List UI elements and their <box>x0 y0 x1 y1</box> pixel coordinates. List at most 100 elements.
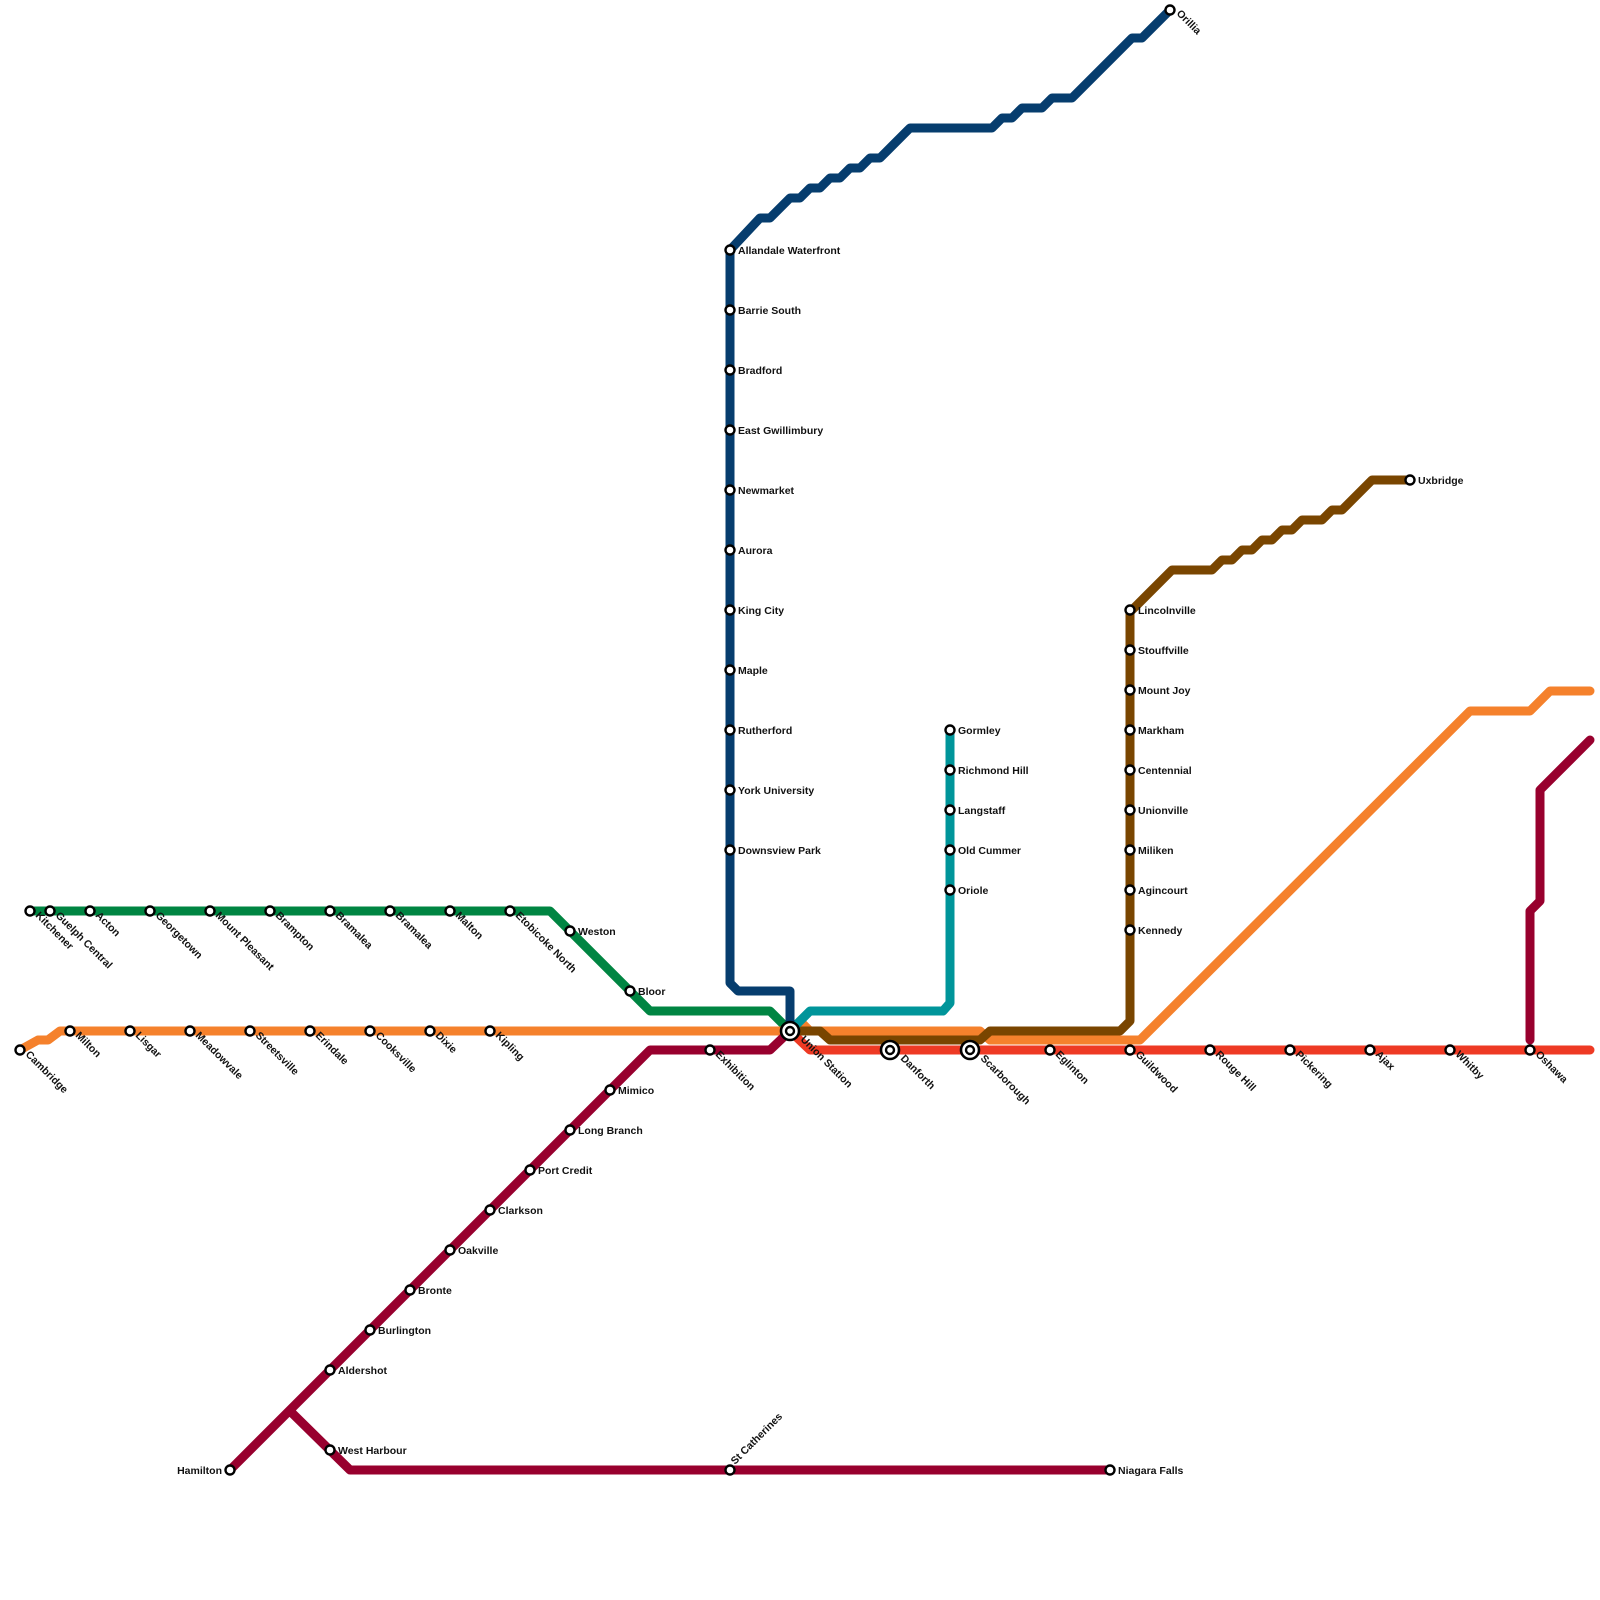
svg-text:Maple: Maple <box>738 665 768 677</box>
svg-text:Markham: Markham <box>1138 725 1184 737</box>
svg-text:Agincourt: Agincourt <box>1138 885 1188 897</box>
lakeshore-west-stations: Exhibition Mimico Long Branch Port Credi… <box>177 1044 1184 1477</box>
svg-text:Etobicoke North: Etobicoke North <box>513 910 579 976</box>
svg-text:Rouge Hill: Rouge Hill <box>1213 1049 1258 1094</box>
station-richmond-hill[interactable]: Richmond Hill <box>944 764 1029 777</box>
svg-text:Bramalea: Bramalea <box>333 910 375 952</box>
milton-stations: Cambridge Milton Lisgar Meadowvale Stree… <box>14 1025 527 1097</box>
station-orillia[interactable]: Orillia <box>1164 4 1204 38</box>
station-port-credit[interactable]: Port Credit <box>524 1164 593 1177</box>
svg-text:Uxbridge: Uxbridge <box>1418 475 1464 487</box>
station-bradford[interactable]: Bradford <box>724 364 783 377</box>
station-downsview-park[interactable]: Downsview Park <box>724 844 822 857</box>
station-oriole[interactable]: Oriole <box>944 884 989 897</box>
svg-text:King City: King City <box>738 605 784 617</box>
station-milliken[interactable]: Miliken <box>1124 844 1174 857</box>
station-markham[interactable]: Markham <box>1124 724 1185 737</box>
svg-text:Hamilton: Hamilton <box>177 1465 222 1477</box>
oshawa-branch-line[interactable] <box>1525 735 1595 1045</box>
svg-text:Cooksville: Cooksville <box>373 1030 419 1076</box>
station-centennial[interactable]: Centennial <box>1124 764 1192 777</box>
kitchener-line[interactable] <box>25 906 795 1036</box>
station-west-harbour[interactable]: West Harbour <box>324 1444 407 1457</box>
station-niagara-falls[interactable]: Niagara Falls <box>1104 1464 1184 1477</box>
svg-text:Bradford: Bradford <box>738 365 782 377</box>
station-mount-joy[interactable]: Mount Joy <box>1124 684 1191 697</box>
svg-text:Mount Pleasant: Mount Pleasant <box>213 910 277 974</box>
svg-text:Lincolnville: Lincolnville <box>1138 605 1196 617</box>
station-newmarket[interactable]: Newmarket <box>724 484 795 497</box>
station-king-city[interactable]: King City <box>724 604 785 617</box>
niagara-branch-line[interactable] <box>285 1406 1115 1475</box>
svg-text:Stouffville: Stouffville <box>1138 645 1189 657</box>
station-stouffville[interactable]: Stouffville <box>1124 644 1189 657</box>
station-york-university[interactable]: York University <box>724 784 815 797</box>
svg-text:Scarborough: Scarborough <box>978 1053 1033 1108</box>
station-hamilton[interactable]: Hamilton <box>177 1464 236 1477</box>
svg-text:Cambridge: Cambridge <box>23 1049 70 1096</box>
svg-text:Miliken: Miliken <box>1138 845 1174 857</box>
station-aurora[interactable]: Aurora <box>724 544 773 557</box>
svg-text:West Harbour: West Harbour <box>338 1445 407 1457</box>
east-orange-line[interactable] <box>795 686 1595 1045</box>
station-maple[interactable]: Maple <box>724 664 768 677</box>
route-lines <box>15 5 1595 1475</box>
milton-line[interactable] <box>15 1026 795 1055</box>
svg-text:Oakville: Oakville <box>458 1245 498 1257</box>
station-etobicoke-north[interactable]: Etobicoke North <box>504 905 579 976</box>
station-kennedy[interactable]: Kennedy <box>1124 924 1183 937</box>
svg-text:Orillia: Orillia <box>1174 8 1204 38</box>
svg-text:Georgetown: Georgetown <box>153 910 205 962</box>
svg-text:Danforth: Danforth <box>898 1053 937 1092</box>
svg-text:Clarkson: Clarkson <box>498 1205 543 1217</box>
svg-text:Old Cummer: Old Cummer <box>958 845 1021 857</box>
svg-text:Langstaff: Langstaff <box>958 805 1006 817</box>
station-clarkson[interactable]: Clarkson <box>484 1204 543 1217</box>
svg-text:Rutherford: Rutherford <box>738 725 792 737</box>
svg-text:Bramalea: Bramalea <box>393 910 435 952</box>
svg-text:Long Branch: Long Branch <box>578 1125 643 1137</box>
station-unionville[interactable]: Unionville <box>1124 804 1189 817</box>
svg-text:Richmond Hill: Richmond Hill <box>958 765 1029 777</box>
station-st-catherines[interactable]: St Catherines <box>724 1411 786 1476</box>
svg-text:Kennedy: Kennedy <box>1138 925 1183 937</box>
svg-text:Brampton: Brampton <box>273 910 317 954</box>
barrie-line[interactable] <box>725 5 1175 1036</box>
station-cambridge[interactable]: Cambridge <box>14 1044 71 1097</box>
lakeshore-west-line[interactable] <box>225 1026 795 1475</box>
svg-text:York University: York University <box>738 785 814 797</box>
station-bronte[interactable]: Bronte <box>404 1284 452 1297</box>
stouffville-line[interactable] <box>785 475 1415 1045</box>
station-langstaff[interactable]: Langstaff <box>944 804 1006 817</box>
svg-text:Guildwood: Guildwood <box>1133 1049 1180 1096</box>
svg-text:Weston: Weston <box>578 926 616 938</box>
barrie-stations: Orillia Allandale Waterfront Barrie Sout… <box>724 4 1204 857</box>
station-east-gwillimbury[interactable]: East Gwillimbury <box>724 424 824 437</box>
svg-text:Centennial: Centennial <box>1138 765 1192 777</box>
station-bloor[interactable]: Bloor <box>624 985 666 998</box>
station-oakville[interactable]: Oakville <box>444 1244 499 1257</box>
station-weston[interactable]: Weston <box>564 925 616 938</box>
svg-text:Oriole: Oriole <box>958 885 989 897</box>
svg-text:Streetsville: Streetsville <box>253 1030 301 1078</box>
station-allandale-waterfront[interactable]: Allandale Waterfront <box>724 244 841 257</box>
svg-text:Bloor: Bloor <box>638 986 665 998</box>
svg-text:Exhibition: Exhibition <box>713 1049 757 1093</box>
station-mimico[interactable]: Mimico <box>604 1084 655 1097</box>
station-lincolnville[interactable]: Lincolnville <box>1124 604 1196 617</box>
station-old-cummer[interactable]: Old Cummer <box>944 844 1022 857</box>
station-barrie-south[interactable]: Barrie South <box>724 304 802 317</box>
station-long-branch[interactable]: Long Branch <box>564 1124 643 1137</box>
station-aldershot[interactable]: Aldershot <box>324 1364 388 1377</box>
svg-text:Mount Joy: Mount Joy <box>1138 685 1191 697</box>
station-rutherford[interactable]: Rutherford <box>724 724 793 737</box>
svg-text:Port Credit: Port Credit <box>538 1165 593 1177</box>
station-burlington[interactable]: Burlington <box>364 1324 432 1337</box>
station-gormley[interactable]: Gormley <box>944 724 1001 737</box>
station-mount-pleasant[interactable]: Mount Pleasant <box>204 905 277 974</box>
station-agincourt[interactable]: Agincourt <box>1124 884 1189 897</box>
station-uxbridge[interactable]: Uxbridge <box>1404 474 1464 487</box>
kitchener-stations: Kitchener Guelph Central Acton Georgetow… <box>24 905 666 998</box>
richmond-hill-line[interactable] <box>785 725 955 1036</box>
svg-text:Bronte: Bronte <box>418 1285 452 1297</box>
